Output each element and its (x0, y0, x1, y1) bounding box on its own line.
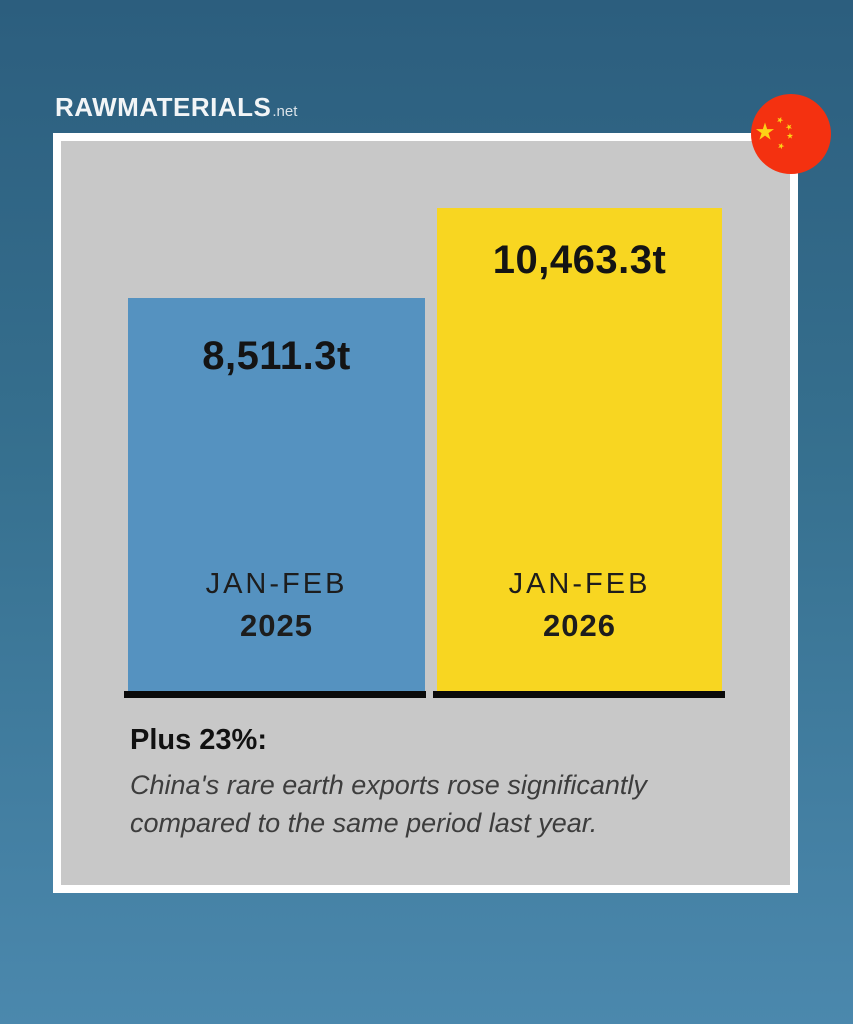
bar-2026-period: JAN-FEB (508, 568, 651, 600)
bar-2025-baseline (124, 691, 426, 698)
bar-2026-year: 2026 (543, 608, 616, 643)
bar-2025-period: JAN-FEB (205, 568, 348, 600)
brand-logo-main: RAWMATERIALS (55, 92, 272, 122)
bar-jan-feb-2025: 8,511.3t JAN-FEB 2025 (128, 298, 425, 692)
china-flag-icon (751, 94, 831, 174)
bar-2025-category-label: JAN-FEB 2025 (128, 564, 425, 648)
bar-2026-value-label: 10,463.3t (492, 238, 667, 282)
bar-2026-baseline (433, 691, 725, 698)
brand-logo-suffix: .net (272, 103, 298, 120)
bar-2025-value-label: 8,511.3t (202, 334, 351, 378)
annotation-line-1: China's rare earth exports rose signific… (130, 770, 647, 800)
annotation-heading: Plus 23%: (130, 724, 267, 756)
annotation-line-2: compared to the same period last year. (130, 808, 598, 838)
brand-logo: RAWMATERIALS .net (55, 92, 297, 123)
bar-2025-year: 2025 (240, 608, 313, 643)
annotation-block: Plus 23%: China's rare earth exports ros… (130, 724, 750, 842)
bar-2026-category-label: JAN-FEB 2026 (437, 564, 722, 648)
bar-jan-feb-2026: 10,463.3t JAN-FEB 2026 (437, 208, 722, 692)
